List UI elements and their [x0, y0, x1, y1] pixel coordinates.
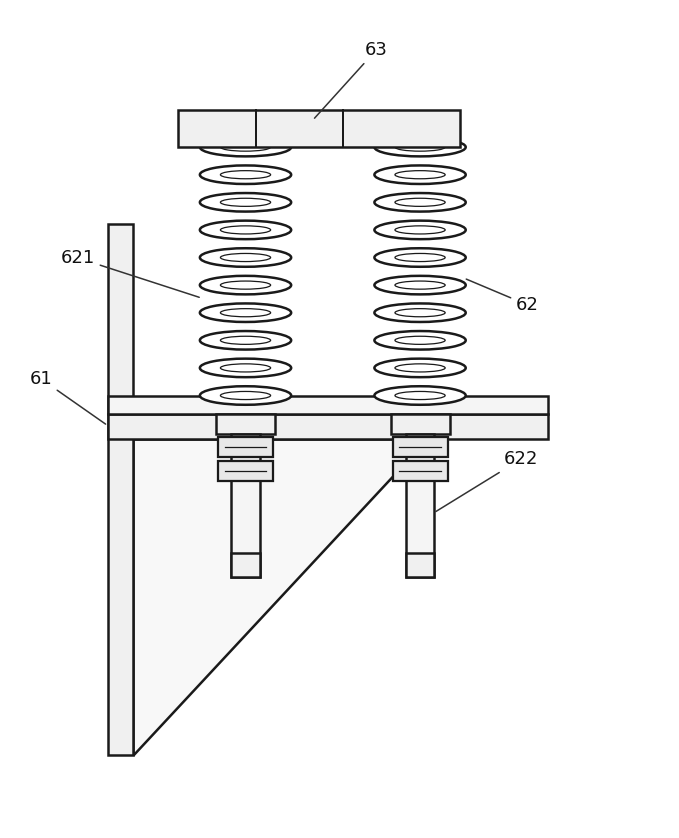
Ellipse shape	[374, 303, 466, 322]
Ellipse shape	[381, 139, 459, 155]
Bar	[406, 553, 434, 577]
Ellipse shape	[200, 331, 291, 349]
Ellipse shape	[200, 220, 291, 239]
Bar	[179, 110, 460, 147]
Ellipse shape	[381, 360, 459, 376]
Ellipse shape	[374, 248, 466, 266]
Ellipse shape	[200, 137, 291, 157]
Bar	[232, 434, 259, 577]
Ellipse shape	[381, 304, 459, 321]
Ellipse shape	[374, 359, 466, 377]
Ellipse shape	[381, 222, 459, 238]
Bar	[390, 414, 449, 434]
Ellipse shape	[206, 194, 285, 210]
Ellipse shape	[206, 167, 285, 183]
Bar	[108, 225, 133, 755]
Ellipse shape	[374, 193, 466, 211]
Ellipse shape	[374, 386, 466, 405]
Ellipse shape	[200, 386, 291, 405]
Ellipse shape	[374, 165, 466, 184]
Ellipse shape	[206, 304, 285, 321]
Ellipse shape	[206, 277, 285, 293]
Ellipse shape	[200, 193, 291, 211]
Text: 62: 62	[466, 279, 539, 314]
Ellipse shape	[200, 165, 291, 184]
Ellipse shape	[206, 332, 285, 349]
Ellipse shape	[206, 387, 285, 404]
Ellipse shape	[206, 360, 285, 376]
Text: 622: 622	[436, 450, 538, 511]
Bar	[232, 553, 259, 577]
Ellipse shape	[200, 303, 291, 322]
Polygon shape	[133, 439, 427, 755]
Ellipse shape	[374, 220, 466, 239]
Bar	[108, 396, 547, 414]
Ellipse shape	[200, 248, 291, 266]
Ellipse shape	[374, 137, 466, 157]
Ellipse shape	[381, 194, 459, 210]
Ellipse shape	[206, 222, 285, 238]
Text: 63: 63	[314, 41, 388, 118]
Text: 621: 621	[60, 249, 199, 297]
Bar	[108, 414, 547, 439]
Ellipse shape	[200, 276, 291, 294]
Ellipse shape	[206, 250, 285, 266]
Bar	[406, 434, 434, 577]
Bar	[392, 461, 447, 481]
Bar	[216, 414, 275, 434]
Bar	[392, 437, 447, 458]
Ellipse shape	[381, 277, 459, 293]
Bar	[218, 437, 273, 458]
Ellipse shape	[381, 167, 459, 183]
Text: 61: 61	[29, 370, 106, 424]
Ellipse shape	[200, 359, 291, 377]
Ellipse shape	[381, 250, 459, 266]
Ellipse shape	[374, 331, 466, 349]
Bar	[218, 461, 273, 481]
Ellipse shape	[381, 387, 459, 404]
Ellipse shape	[206, 139, 285, 155]
Ellipse shape	[381, 332, 459, 349]
Ellipse shape	[374, 276, 466, 294]
